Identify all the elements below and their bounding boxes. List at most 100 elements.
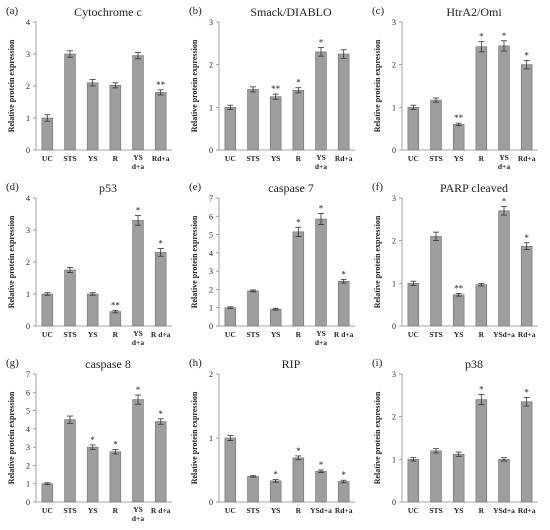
significance-marker: * [319,460,324,470]
y-tick-label: 3 [392,18,396,27]
x-tick-label: YS [133,329,143,338]
y-axis-label: Relative protein expression [373,391,382,484]
panel-letter: (e) [189,181,202,193]
x-tick-label: UC [408,506,419,515]
x-tick-label: d+a [315,338,327,347]
x-tick-label: UC [225,506,236,515]
bar-6 [154,252,167,327]
chart-title: Cytochrome c [74,5,142,19]
y-axis-label: Relative protein expression [373,39,382,132]
chart-title: p53 [99,181,117,195]
x-tick-label: d+a [498,162,510,171]
chart-panel-7: (g) caspase 8 0 1 2 3 4 5 6 7 Relative protein exp… [6,357,172,523]
y-tick-label: 2 [209,370,213,379]
y-tick-label: 1 [209,304,213,313]
y-tick-label: 6 [26,388,30,397]
y-tick-label: 2 [26,461,30,470]
x-tick-label: UC [42,330,53,339]
bar-1 [407,107,420,151]
significance-marker: * [502,31,507,41]
x-tick-label: Rd+a [152,154,170,163]
x-tick-label: STS [429,506,442,515]
x-tick-label: YS [88,330,98,339]
y-axis-label: Relative protein expression [190,39,199,132]
y-tick-label: 6 [209,212,213,221]
significance-marker: * [296,78,301,88]
chart-panel-3: (c) HtrA2/Omi 0 1 2 3 Relative protein express… [372,5,538,171]
bar-1 [224,437,237,503]
significance-marker: * [341,470,346,480]
chart-panel-1: (a) Cytochrome c 0 1 2 3 4 Relative protein exp… [6,5,172,171]
y-tick-label: 4 [26,194,30,203]
bar-2 [64,269,76,327]
bar-5 [132,55,144,151]
panel-letter: (g) [6,357,19,369]
x-tick-label: R [296,330,302,339]
significance-marker: * [136,206,141,216]
y-tick-label: 3 [26,50,30,59]
y-tick-label: 2 [392,237,396,246]
y-tick-label: 0 [26,498,30,507]
chart-title: p38 [465,357,483,371]
significance-marker: * [319,38,324,48]
bar-4 [475,46,488,151]
significance-marker: * [524,233,529,243]
x-tick-label: R d+a [334,330,354,339]
significance-marker: * [479,384,484,394]
bar-4 [109,451,122,503]
y-tick-label: 2 [392,413,396,422]
significance-marker: ** [454,113,464,123]
x-tick-label: YS [499,153,509,162]
bar-1 [407,283,420,327]
significance-marker: * [273,470,278,480]
y-axis-label: Relative protein expression [7,391,16,484]
significance-marker: ** [156,80,166,90]
bar-2 [64,53,76,151]
x-tick-label: YS [88,506,98,515]
bar-5 [498,459,510,503]
y-tick-label: 1 [392,279,396,288]
significance-marker: ** [271,84,281,94]
bar-1 [41,117,54,151]
bar-2 [247,290,259,327]
bar-3 [452,124,465,151]
y-tick-label: 7 [209,194,213,203]
bar-6 [337,53,350,151]
y-tick-label: 1 [392,455,396,464]
bar-6 [520,64,533,151]
y-tick-label: 1 [392,103,396,112]
chart-panel-8: (h) RIP 0 1 2 Relative protein expression UC ST… [189,357,355,515]
x-tick-label: STS [63,154,76,163]
significance-marker: * [296,217,301,227]
y-tick-label: 0 [392,322,396,331]
y-tick-label: 7 [26,370,30,379]
x-tick-label: UC [42,506,53,515]
y-tick-label: 2 [26,258,30,267]
chart-title: RIP [282,357,301,371]
y-tick-label: 1 [26,480,30,489]
y-tick-label: 4 [26,425,30,434]
panel-letter: (f) [372,181,383,193]
bar-5 [498,45,510,151]
significance-marker: * [319,204,324,214]
x-tick-label: R [113,154,119,163]
x-tick-label: d+a [315,162,327,171]
significance-marker: ** [111,300,121,310]
bar-3 [86,446,99,503]
bar-5 [315,218,327,327]
y-tick-label: 0 [392,498,396,507]
y-axis-label: Relative protein expression [7,215,16,308]
bar-2 [247,476,259,503]
y-tick-label: 3 [26,443,30,452]
significance-marker: * [341,269,346,279]
bar-1 [41,483,54,503]
x-tick-label: UC [42,154,53,163]
bar-3 [269,96,282,151]
chart-panel-2: (b) Smack/DIABLO 0 1 2 3 Relative protein expr… [189,5,355,171]
x-tick-label: R [113,330,119,339]
bar-4 [109,311,122,327]
bar-1 [224,107,237,151]
bar-1 [407,459,420,503]
